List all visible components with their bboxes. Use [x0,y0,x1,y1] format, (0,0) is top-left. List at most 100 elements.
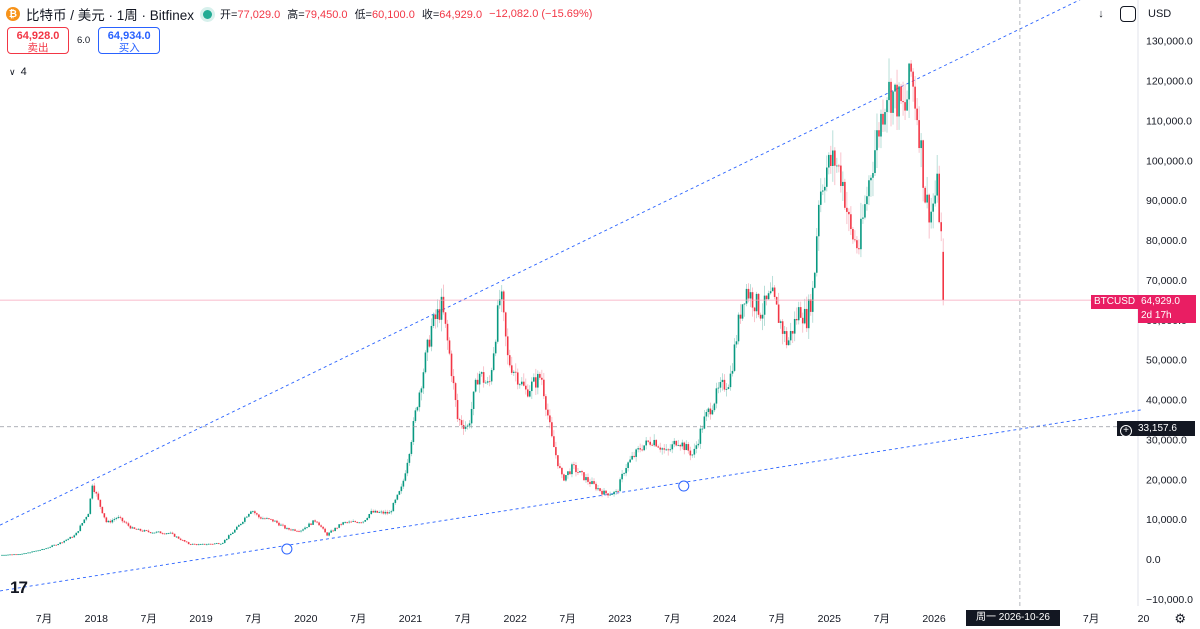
candle-body-255 [512,371,515,373]
candle-body-25 [51,545,53,547]
price-tick-label: 130,000.0 [1146,36,1193,48]
candle-body-2 [5,554,7,556]
candle-body-243 [488,381,491,383]
crosshair-date-tag: 周一 2026-10-26 [966,610,1060,626]
candle-body-5 [11,554,13,556]
candle-body-123 [248,513,250,517]
candle-body-294 [591,481,593,485]
indicator-count: 4 [20,66,27,78]
gear-icon[interactable]: ⚙ [1174,611,1186,626]
candle-body-454 [912,71,914,87]
candle-body-273 [549,415,551,423]
candle-body-3 [7,554,9,556]
candle-body-109 [219,543,222,545]
trendline-anchor-0[interactable] [281,543,293,555]
price-tick-label: 100,000.0 [1146,155,1193,167]
candle-body-269 [541,377,543,380]
candle-body-368 [739,314,742,319]
candle-body-37 [75,532,78,536]
trendline-anchor-1[interactable] [678,480,690,492]
candle-body-406 [815,236,818,273]
trendlines[interactable] [0,0,1144,592]
tradingview-logo[interactable]: 17 [10,578,28,597]
fullscreen-button[interactable] [1117,5,1139,23]
candle-body-48 [97,493,100,500]
candle-body-418 [840,165,842,186]
candle-body-316 [635,449,637,457]
candle-body-401 [805,308,808,329]
candle-body-350 [703,416,706,429]
candle-body-284 [571,464,573,475]
candle-body-461 [926,194,928,203]
last-price: 64,929.0 [1141,296,1180,307]
candle-body-140 [282,524,284,526]
sell-button[interactable]: 64,928.0 卖出 [7,27,69,54]
candle-body-117 [236,526,238,530]
candle-body-259 [520,381,523,385]
trendline-1[interactable] [0,409,1144,592]
candle-body-79 [159,531,162,534]
candle-body-292 [587,477,589,482]
candle-body-392 [787,340,790,346]
candle-body-262 [526,389,529,397]
indicators-toggle[interactable]: ∨ 4 [6,64,30,80]
buy-button[interactable]: 64,934.0 买入 [98,27,161,54]
candle-body-74 [149,532,152,533]
candle-body-28 [57,544,59,546]
candle-body-341 [685,444,688,451]
time-axis[interactable]: 7月 2018 7月 2019 7月 2020 7月 2021 7月 2022 7月 2023 7月 20… [36,613,1150,625]
candle-body-309 [621,473,623,480]
candle-body-11 [23,553,25,555]
plus-circle-icon[interactable]: + [1120,425,1132,437]
candle-body-200 [402,480,405,487]
candle-body-310 [623,473,625,475]
candle-body-393 [789,331,792,341]
candle-body-321 [645,440,647,446]
candle-body-405 [813,272,816,288]
candle-body-188 [378,512,381,513]
candle-body-446 [896,84,898,117]
candle-body-39 [79,525,82,532]
candle-body-184 [370,510,373,515]
candle-body-146 [294,529,296,531]
candle-body-167 [336,527,338,529]
candle-body-64 [129,525,132,529]
candle-body-182 [366,518,369,521]
candle-body-199 [400,486,403,492]
candle-body-198 [398,491,401,495]
time-tick-label: 7月 [1083,613,1099,625]
candle-body-306 [615,490,617,492]
candle-body-122 [246,516,248,518]
trendline-0[interactable] [0,0,1143,526]
candle-body-463 [930,211,932,223]
price-axis[interactable]: 130,000.0 120,000.0 110,000.0 100,000.0 90,0… [1146,36,1193,606]
price-tick-label: 40,000.0 [1146,395,1187,407]
time-tick-label: 7月 [769,613,785,625]
bitcoin-icon: ₿ [6,7,20,21]
candle-body-80 [161,533,164,535]
candle-body-44 [89,498,92,514]
candle-body-57 [115,517,118,519]
candle-body-348 [699,428,702,444]
candle-body-371 [745,288,748,304]
market-status-icon[interactable] [203,9,213,19]
candle-body-317 [637,448,639,450]
candle-body-236 [474,379,477,392]
last-price-tag: 64,929.0 2d 17h [1138,295,1196,323]
arrow-down-icon[interactable]: ↓ [1098,8,1104,20]
candle-body-389 [781,321,784,334]
legend-header: ₿ 比特币 / 美元 · 1周 · Bitfinex 开=77,029.0 高=… [6,5,592,23]
candle-body-84 [169,532,172,534]
currency-selector[interactable]: USD [1148,8,1172,20]
candle-body-83 [167,533,170,534]
candle-body-439 [882,113,884,125]
candle-body-195 [392,502,395,512]
candle-body-429 [862,217,864,219]
symbol-title[interactable]: 比特币 / 美元 · 1周 · Bitfinex [26,8,195,23]
candle-body-67 [135,528,138,530]
candle-body-190 [382,511,385,514]
candle-body-172 [346,522,348,523]
candle-body-22 [45,548,47,550]
candle-body-192 [386,511,389,514]
